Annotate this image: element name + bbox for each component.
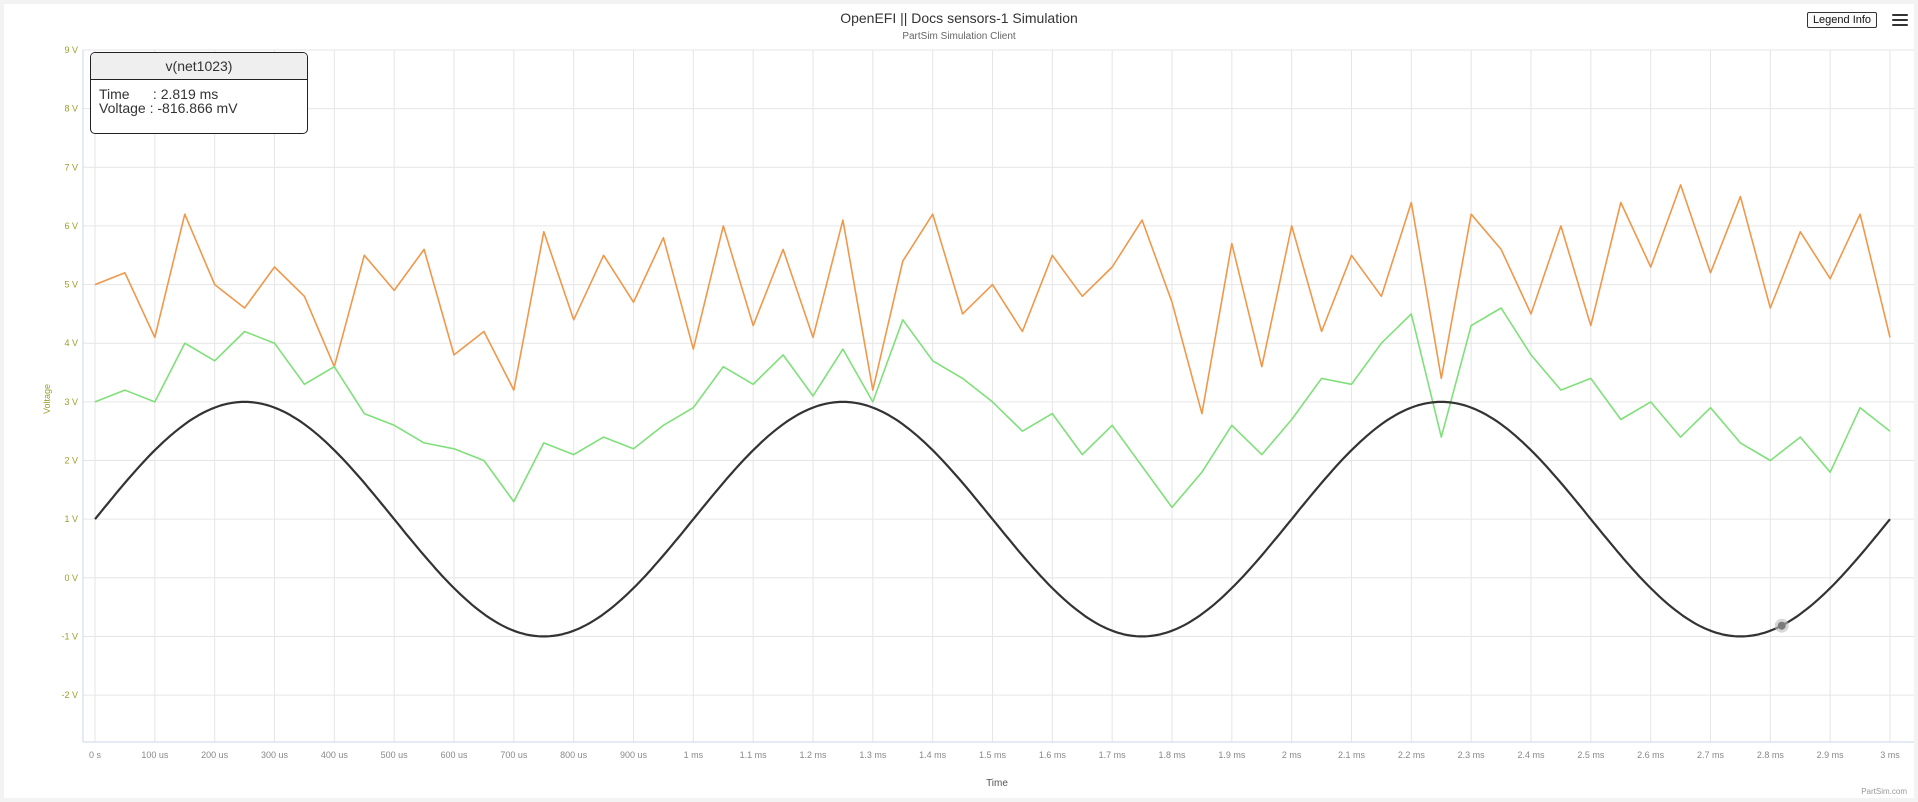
x-tick-label: 200 us (201, 750, 229, 760)
x-tick-label: 0 s (89, 750, 102, 760)
x-tick-label: 2.8 ms (1757, 750, 1785, 760)
x-tick-label: 400 us (321, 750, 349, 760)
x-tick-label: 2.5 ms (1577, 750, 1605, 760)
axes (82, 50, 1914, 743)
tooltip-time-row: Time : 2.819 ms (99, 86, 219, 102)
chart-title: OpenEFI || Docs sensors-1 Simulation (840, 10, 1078, 26)
x-tick-label: 700 us (500, 750, 528, 760)
hover-marker-layer (1774, 618, 1789, 633)
x-tick-label: 3 ms (1880, 750, 1900, 760)
menu-bar (1892, 14, 1908, 16)
x-tick-label: 1 ms (684, 750, 704, 760)
y-tick-label: 3 V (64, 397, 78, 407)
tooltip-body: Time : 2.819 ms Voltage : -816.866 mV (91, 80, 307, 122)
x-tick-label: 1.8 ms (1158, 750, 1186, 760)
x-tick-label: 2 ms (1282, 750, 1302, 760)
credit-link[interactable]: PartSim.com (1861, 787, 1907, 796)
x-tick-label: 1.7 ms (1099, 750, 1127, 760)
chart-frame: -2 V -1 V 0 V 1 V 2 V 3 V 4 V 5 V 6 V 7 V 8 V 9 V 0… (4, 4, 1914, 798)
x-tick-label: 1.3 ms (859, 750, 887, 760)
series-line-sine[interactable] (94, 400, 1891, 638)
tooltip-voltage-row: Voltage : -816.866 mV (99, 100, 238, 116)
y-tick-label: 2 V (64, 456, 78, 466)
y-tick-label: 1 V (64, 514, 78, 524)
y-tick-label: -2 V (61, 690, 78, 700)
tooltip-series-name: v(net1023) (91, 53, 307, 80)
y-tick-label: 8 V (64, 104, 78, 114)
x-tick-label: 2.3 ms (1458, 750, 1486, 760)
hover-marker (1777, 621, 1786, 630)
x-tick-label: 1.6 ms (1039, 750, 1067, 760)
menu-bar (1892, 24, 1908, 26)
series (94, 184, 1891, 638)
x-tick-label: 1.9 ms (1218, 750, 1246, 760)
y-tick-label: 5 V (64, 280, 78, 290)
menu-bar (1892, 19, 1908, 21)
x-tick-label: 1.5 ms (979, 750, 1007, 760)
x-tick-label: 2.4 ms (1517, 750, 1545, 760)
x-axis-label: Time (986, 778, 1008, 789)
series-line-noisy_low[interactable] (94, 307, 1891, 509)
hamburger-menu-icon[interactable] (1892, 14, 1908, 28)
x-tick-label: 2.2 ms (1398, 750, 1426, 760)
x-tick-label: 2.1 ms (1338, 750, 1366, 760)
chart-subtitle: PartSim Simulation Client (902, 31, 1016, 42)
y-tick-label: -1 V (61, 631, 78, 641)
x-tick-label: 2.6 ms (1637, 750, 1665, 760)
x-tick-label: 600 us (440, 750, 468, 760)
tooltip-time-value: 2.819 ms (160, 86, 219, 102)
x-tick-label: 900 us (620, 750, 648, 760)
y-tick-label: 4 V (64, 338, 78, 348)
x-tick-label: 500 us (381, 750, 409, 760)
tooltip-voltage-label: Voltage (99, 100, 146, 116)
y-tick-label: 6 V (64, 221, 78, 231)
grid (83, 49, 1914, 742)
x-tick-labels: 0 s 100 us 200 us 300 us 400 us 500 us 600 us 7… (89, 750, 1900, 760)
x-tick-label: 1.1 ms (740, 750, 768, 760)
x-tick-label: 1.2 ms (799, 750, 827, 760)
x-tick-label: 100 us (141, 750, 169, 760)
x-tick-label: 2.9 ms (1817, 750, 1845, 760)
x-tick-label: 2.7 ms (1697, 750, 1725, 760)
y-tick-label: 7 V (64, 162, 78, 172)
tooltip-voltage-value: -816.866 mV (157, 100, 238, 116)
tooltip: v(net1023) Time : 2.819 ms Voltage : -81… (90, 52, 308, 134)
x-tick-label: 300 us (261, 750, 289, 760)
tooltip-time-label: Time (99, 86, 130, 102)
legend-info-button[interactable]: Legend Info (1807, 12, 1877, 28)
y-tick-label: 0 V (64, 573, 78, 583)
y-axis-label: Voltage (42, 384, 52, 414)
x-tick-label: 800 us (560, 750, 588, 760)
x-tick-label: 1.4 ms (919, 750, 947, 760)
y-tick-labels: -2 V -1 V 0 V 1 V 2 V 3 V 4 V 5 V 6 V 7 V 8 V 9 V (61, 45, 78, 700)
y-tick-label: 9 V (64, 45, 78, 55)
series-line-noisy_high[interactable] (94, 184, 1891, 415)
chart-canvas[interactable]: -2 V -1 V 0 V 1 V 2 V 3 V 4 V 5 V 6 V 7 V 8 V 9 V 0… (4, 4, 1914, 798)
